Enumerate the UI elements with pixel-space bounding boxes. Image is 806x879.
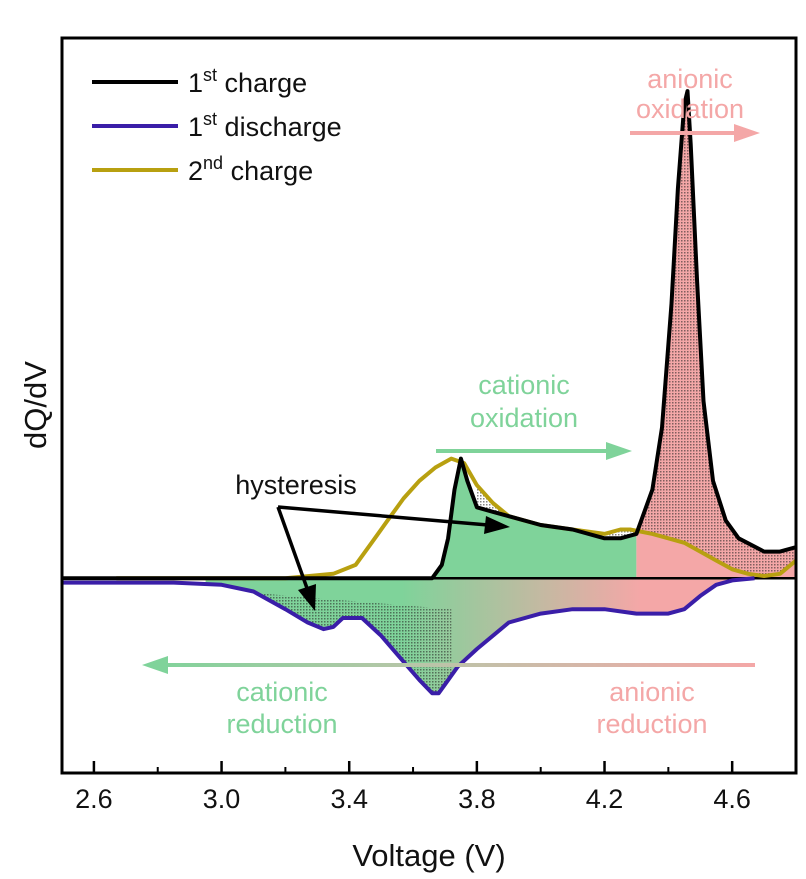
annotation-cationic-oxidation-2: oxidation (470, 403, 578, 433)
annotation-anionic-oxidation-2: oxidation (636, 94, 744, 124)
x-axis-title: Voltage (V) (352, 838, 505, 873)
x-tick-label: 4.6 (713, 784, 751, 814)
hysteresis-arrowhead-up (484, 516, 510, 534)
reduction-arrowhead (142, 656, 168, 674)
legend: 1st charge 1st discharge 2nd charge (92, 65, 342, 186)
y-axis-title: dQ/dV (18, 361, 53, 449)
annotation-cationic-reduction-2: reduction (226, 709, 337, 739)
anionic-oxidation-arrowhead (734, 124, 760, 142)
legend-label-2nd-charge: 2nd charge (188, 153, 313, 186)
series-line-1st-discharge (62, 576, 755, 696)
annotation-hysteresis: hysteresis (235, 470, 357, 500)
x-tick-label: 3.0 (203, 784, 241, 814)
annotation-anionic-reduction-1: anionic (609, 677, 695, 707)
annotations: anionic oxidation cationic oxidation cat… (142, 64, 760, 739)
annotation-anionic-oxidation-1: anionic (647, 64, 733, 94)
annotation-cationic-reduction-1: cationic (236, 677, 328, 707)
series-line-1st-charge (62, 89, 796, 581)
hysteresis-arrow-down (276, 506, 310, 592)
x-axis-ticks: 2.6 3.0 3.4 3.8 4.2 4.6 (75, 761, 751, 814)
x-tick-label: 3.8 (458, 784, 496, 814)
x-tick-label: 3.4 (330, 784, 368, 814)
legend-label-1st-charge: 1st charge (188, 65, 307, 98)
hysteresis-arrow-up (277, 505, 489, 527)
hysteresis-arrowhead-down (298, 584, 316, 611)
legend-label-1st-discharge: 1st discharge (188, 109, 342, 142)
series-lines (62, 89, 796, 696)
x-tick-label: 2.6 (75, 784, 113, 814)
annotation-cationic-oxidation-1: cationic (478, 370, 570, 400)
plot-frame (60, 36, 798, 775)
cationic-oxidation-arrowhead (606, 442, 632, 460)
annotation-anionic-reduction-2: reduction (596, 709, 707, 739)
oxidation-hysteresis-area (476, 93, 796, 577)
x-tick-label: 4.2 (586, 784, 624, 814)
reduction-hysteresis-area (237, 588, 452, 694)
